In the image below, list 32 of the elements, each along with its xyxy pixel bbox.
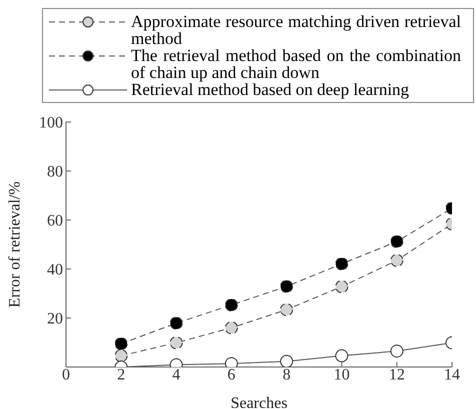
point bbox=[335, 349, 348, 362]
point bbox=[390, 254, 404, 267]
x-tick-label: 12 bbox=[388, 366, 405, 384]
x-tick-label: 10 bbox=[334, 366, 350, 384]
point bbox=[170, 336, 183, 350]
point bbox=[224, 321, 238, 334]
y-tick-label: 40 bbox=[47, 262, 63, 279]
point bbox=[170, 316, 183, 330]
x-tick-label: 0 bbox=[62, 366, 70, 384]
point bbox=[390, 235, 404, 248]
y-tick-label: 80 bbox=[47, 164, 63, 181]
y-axis-title: Error of retrieval/% bbox=[6, 181, 24, 308]
y-tick-label: 100 bbox=[39, 114, 63, 132]
point bbox=[390, 344, 404, 358]
point bbox=[114, 349, 128, 362]
point bbox=[280, 280, 294, 293]
legend-label: Approximate resource matching driven retrieval method bbox=[131, 12, 461, 48]
x-tick-label: 14 bbox=[444, 366, 460, 384]
point bbox=[280, 354, 294, 367]
y-tick-label: 20 bbox=[47, 310, 63, 328]
x-tick-label: 4 bbox=[172, 366, 180, 384]
x-tick-label: 6 bbox=[227, 366, 236, 384]
y-tick-label: 60 bbox=[47, 212, 63, 230]
x-axis-title: Searches bbox=[230, 395, 288, 409]
point bbox=[335, 257, 348, 270]
legend-label: The retrieval method based on the combination of chain up and chain down bbox=[131, 46, 461, 82]
point bbox=[114, 337, 128, 350]
x-tick-label: 2 bbox=[117, 366, 126, 384]
point bbox=[335, 280, 348, 294]
point bbox=[224, 298, 238, 312]
point bbox=[280, 303, 294, 316]
x-tick-label: 8 bbox=[282, 366, 291, 384]
